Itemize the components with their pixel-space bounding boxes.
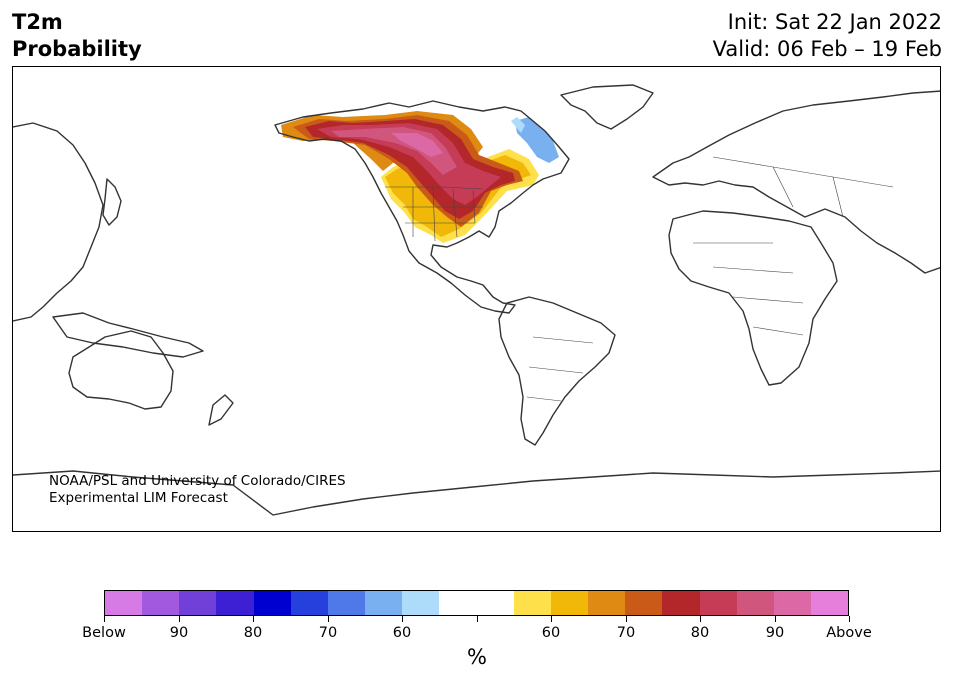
valid-range: Valid: 06 Feb – 19 Feb	[712, 37, 942, 61]
colorbar-swatch	[253, 591, 291, 615]
map-svg	[13, 84, 940, 516]
colorbar-swatch	[402, 591, 440, 615]
greenland-outline	[560, 84, 654, 130]
colorbar-swatch	[550, 591, 589, 615]
prob-pink	[391, 133, 443, 157]
prob-crimson	[317, 123, 501, 205]
credit-line-2: Experimental LIM Forecast	[49, 490, 228, 506]
colorbar-tick	[178, 616, 180, 622]
indonesia-outline	[52, 312, 204, 358]
colorbar-tick	[550, 616, 552, 622]
south-america-borders	[526, 336, 594, 402]
colorbar-swatch	[105, 591, 143, 615]
forecast-dates: Init: Sat 22 Jan 2022 Valid: 06 Feb – 19…	[713, 9, 942, 63]
asia-borders	[712, 156, 894, 218]
colorbar-swatch	[588, 591, 626, 615]
colorbar-tick-label: 70	[318, 625, 338, 641]
credit-line-1: NOAA/PSL and University of Colorado/CIRE…	[49, 473, 346, 489]
colorbar-tick	[774, 616, 776, 622]
init-date: Init: Sat 22 Jan 2022	[727, 10, 942, 34]
colorbar-tick-label: 80	[243, 625, 263, 641]
south-america-outline	[498, 296, 616, 446]
colorbar-tick	[327, 616, 329, 622]
africa-outline	[668, 210, 838, 386]
colorbar-swatch	[810, 591, 849, 615]
colorbar-swatch	[736, 591, 774, 615]
colorbar-swatch	[773, 591, 811, 615]
colorbar-swatch	[439, 591, 477, 615]
colorbar-swatch	[625, 591, 663, 615]
eurasia-outline	[652, 90, 940, 274]
colorbar-tick-label: 60	[392, 625, 412, 641]
colorbar-tick	[848, 616, 850, 622]
colorbar-tick	[252, 616, 254, 622]
prob-below-light	[511, 117, 525, 133]
colorbar-tick-label: 60	[541, 625, 561, 641]
colorbar-tick-label: 80	[690, 625, 710, 641]
coastlines	[13, 84, 940, 516]
colorbar-tick-label: 90	[765, 625, 785, 641]
colorbar	[104, 590, 849, 616]
country-borders	[385, 156, 894, 402]
map-title: T2m Probability	[12, 9, 142, 63]
colorbar-tick-label: Below	[82, 625, 126, 641]
colorbar-swatch	[513, 591, 551, 615]
antarctica-outline	[13, 470, 940, 516]
title-line-2: Probability	[12, 37, 142, 61]
credit-text: NOAA/PSL and University of Colorado/CIRE…	[49, 473, 346, 507]
probability-field	[281, 111, 559, 243]
japan-outline	[102, 178, 122, 226]
colorbar-swatch	[365, 591, 403, 615]
colorbar-swatch	[476, 591, 514, 615]
colorbar-swatch	[179, 591, 217, 615]
prob-below-blue	[515, 117, 559, 163]
colorbar-tick-label: 70	[616, 625, 636, 641]
title-line-1: T2m	[12, 10, 63, 34]
colorbar-unit: %	[467, 645, 487, 669]
new-zealand-outline	[208, 394, 234, 426]
map-frame	[12, 66, 941, 532]
colorbar-tick	[401, 616, 403, 622]
colorbar-swatch	[216, 591, 254, 615]
us-canada-border	[385, 186, 484, 190]
colorbar-tick	[103, 616, 105, 622]
colorbar-tick	[625, 616, 627, 622]
africa-borders	[693, 242, 804, 336]
colorbar-swatch	[699, 591, 737, 615]
colorbar-tick-label: 90	[169, 625, 189, 641]
east-asia-outline	[13, 122, 104, 322]
colorbar-swatch	[290, 591, 328, 615]
colorbar-swatch	[327, 591, 366, 615]
colorbar-ticks: Below 90 80 70 60 60 70 80 90 Above	[82, 616, 872, 641]
colorbar-tick	[699, 616, 701, 622]
colorbar-tick	[476, 616, 478, 622]
colorbar-swatch	[142, 591, 180, 615]
colorbar-swatch	[662, 591, 700, 615]
us-state-lines	[403, 186, 483, 242]
north-america-outline	[274, 100, 570, 314]
australia-outline	[68, 330, 174, 410]
colorbar-tick-label: Above	[826, 625, 872, 641]
